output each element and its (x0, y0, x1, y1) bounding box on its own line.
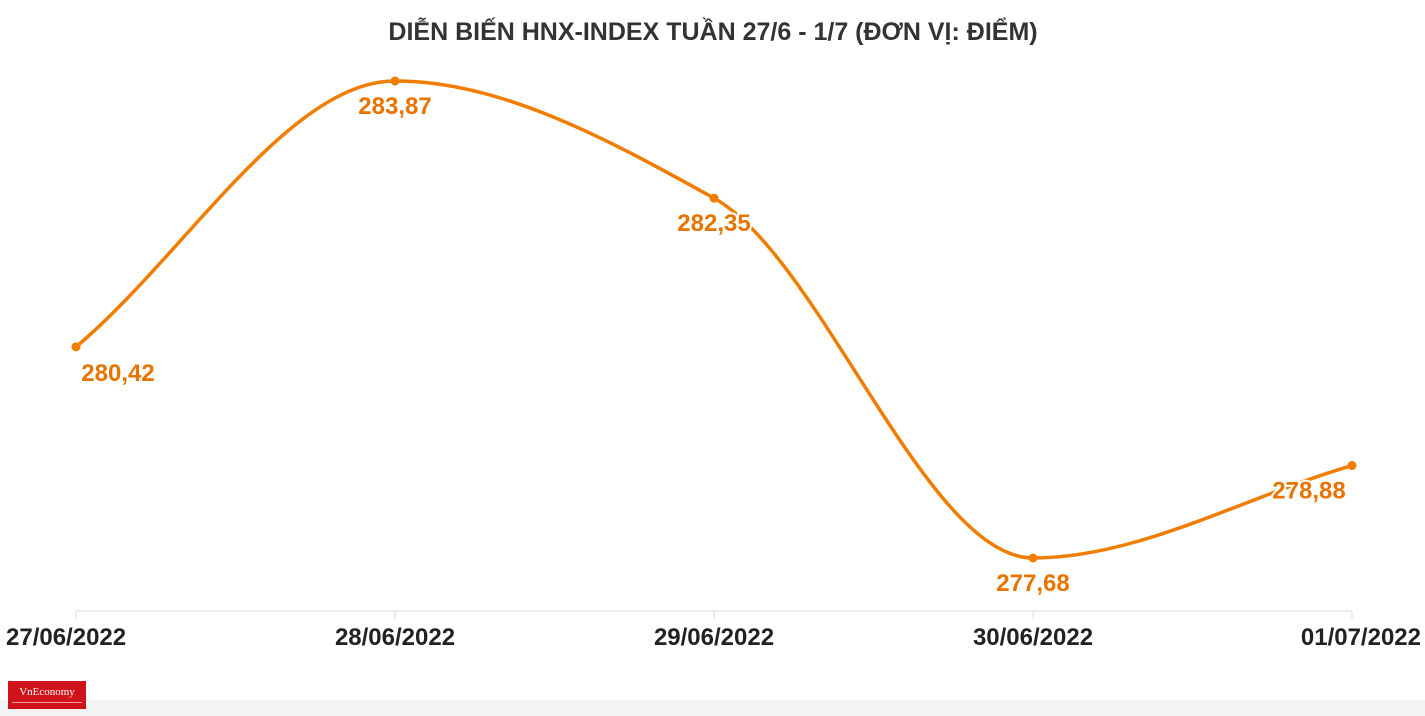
data-point (1028, 553, 1038, 563)
series-line (74, 79, 1354, 560)
data-points (71, 76, 1357, 563)
x-tick-label: 29/06/2022 (654, 624, 774, 651)
x-tick-label: 28/06/2022 (335, 624, 455, 651)
footer-bar (0, 700, 1425, 716)
x-axis-ticks: 27/06/2022 28/06/2022 29/06/2022 30/06/2022… (6, 611, 1421, 651)
data-label: 280,42 (81, 360, 154, 387)
data-point (709, 193, 719, 203)
data-label: 283,87 (358, 93, 431, 120)
data-label: 278,88 (1272, 478, 1345, 505)
data-labels: 280,42 283,87 282,35 277,68 278,88 (79, 91, 1347, 599)
x-tick-label: 27/06/2022 (6, 624, 126, 651)
data-point (71, 342, 81, 352)
x-tick-label: 30/06/2022 (973, 624, 1093, 651)
x-tick-label: 01/07/2022 (1301, 624, 1421, 651)
data-label: 277,68 (996, 570, 1069, 597)
logo-text: VnEconomy (19, 686, 75, 698)
data-label: 282,35 (677, 210, 750, 237)
data-point (1347, 461, 1357, 471)
chart-title: DIỄN BIẾN HNX-INDEX TUẦN 27/6 - 1/7 (ĐƠN… (388, 16, 1037, 46)
logo-tagline-strip (12, 702, 82, 708)
vneconomy-logo: VnEconomy (8, 681, 86, 709)
data-point (390, 76, 400, 86)
